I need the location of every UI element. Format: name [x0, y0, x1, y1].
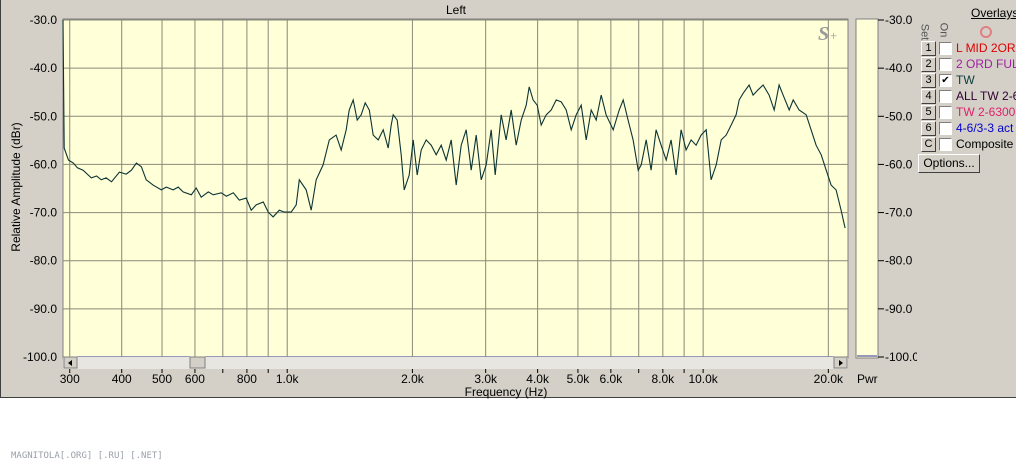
overlay-on-checkbox[interactable]: ✔ — [939, 74, 952, 87]
overlay-set-button[interactable]: 3 — [921, 73, 936, 88]
arrow-right-icon — [839, 360, 843, 366]
overlay-on-checkbox[interactable] — [939, 90, 952, 103]
x-tick-label: 20.0k — [814, 372, 844, 386]
overlay-set-button[interactable]: 2 — [921, 57, 936, 72]
watermark-ring-icon — [980, 26, 992, 38]
meter-tick-label: -40.0 — [885, 61, 913, 75]
x-tick-label: 5.0k — [567, 372, 591, 386]
footer-watermark: MAGNITOLA[.ORG] [.RU] [.NET] — [11, 451, 163, 461]
plot-title: Left — [445, 3, 466, 17]
x-tick-label: 2.0k — [401, 372, 425, 386]
scroll-left-button[interactable] — [63, 356, 78, 369]
analyzer-window: Left Relative Amplitude (dBr) Frequency … — [0, 0, 1016, 398]
meter-tick-label: -80.0 — [885, 254, 913, 268]
overlay-on-checkbox[interactable] — [939, 42, 952, 55]
on-column-header: On — [937, 22, 950, 38]
plot-area — [62, 18, 849, 359]
overlay-on-checkbox[interactable] — [939, 122, 952, 135]
meter-tick-label: -30.0 — [885, 13, 913, 27]
overlay-on-checkbox[interactable] — [939, 58, 952, 71]
horizontal-scrollbar[interactable] — [63, 356, 848, 369]
overlay-label: Composite — [956, 137, 1014, 151]
y-tick-label: -80.0 — [30, 254, 58, 268]
overlay-set-button[interactable]: 6 — [921, 121, 936, 136]
overlay-label: TW 2-6300 — [956, 105, 1016, 119]
y-tick-label: -50.0 — [30, 109, 58, 123]
x-tick-label: 10.0k — [688, 372, 718, 386]
x-tick-label: 4.0k — [526, 372, 550, 386]
meter-tick-label: -60.0 — [885, 157, 913, 171]
overlay-label: 2 ORD FUL — [956, 57, 1016, 71]
x-tick-label: 1.0k — [276, 372, 300, 386]
overlay-on-checkbox[interactable] — [939, 138, 952, 151]
x-tick-label: 400 — [112, 372, 132, 386]
x-tick-label: 800 — [237, 372, 257, 386]
y-tick-label: -30.0 — [30, 13, 58, 27]
watermark-logo — [980, 26, 992, 38]
scroll-right-button[interactable] — [833, 356, 848, 369]
overlay-set-button[interactable]: 4 — [921, 89, 936, 104]
y-tick-label: -90.0 — [30, 302, 58, 316]
x-tick-label: 600 — [185, 372, 205, 386]
scroll-thumb[interactable] — [189, 356, 206, 369]
x-axis-label: Frequency (Hz) — [464, 385, 548, 399]
power-meter-label: Pwr — [857, 372, 878, 386]
x-tick-label: 6.0k — [600, 372, 624, 386]
x-tick-label: 300 — [60, 372, 80, 386]
set-column-header: Set — [918, 23, 931, 41]
power-meter — [855, 18, 879, 359]
y-tick-label: -70.0 — [30, 206, 58, 220]
y-tick-label: -60.0 — [30, 157, 58, 171]
x-tick-label: 500 — [152, 372, 172, 386]
series-line-tw — [62, 19, 846, 229]
meter-tick-label: -90.0 — [885, 302, 913, 316]
overlay-set-button[interactable]: 5 — [921, 105, 936, 120]
meter-tick-label: -70.0 — [885, 206, 913, 220]
overlay-set-button[interactable]: 1 — [921, 41, 936, 56]
overlays-title: Overlays — [971, 6, 1016, 20]
arrow-left-icon — [68, 360, 72, 366]
x-tick-label: 3.0k — [474, 372, 498, 386]
frequency-response-chart: -30.0 -40.0 -50.0 -60.0 -70.0 -80.0 -90.0 -100.… — [23, 13, 917, 386]
y-tick-label: -40.0 — [30, 61, 58, 75]
overlay-set-button[interactable]: C — [921, 137, 936, 152]
y-tick-label: -100.0 — [23, 350, 57, 364]
overlay-label: TW — [956, 73, 975, 87]
s-plus-logo: S+ — [818, 23, 838, 45]
checkmark-icon: ✔ — [941, 75, 950, 86]
x-tick-label: 8.0k — [651, 372, 675, 386]
meter-tick-label: -100.0 — [885, 350, 917, 364]
overlay-on-checkbox[interactable] — [939, 106, 952, 119]
overlay-label: 4-6/3-3 act — [956, 121, 1014, 135]
meter-tick-label: -50.0 — [885, 109, 913, 123]
overlay-label: ALL TW 2-6 — [956, 89, 1016, 103]
options-button[interactable]: Options... — [918, 154, 980, 173]
